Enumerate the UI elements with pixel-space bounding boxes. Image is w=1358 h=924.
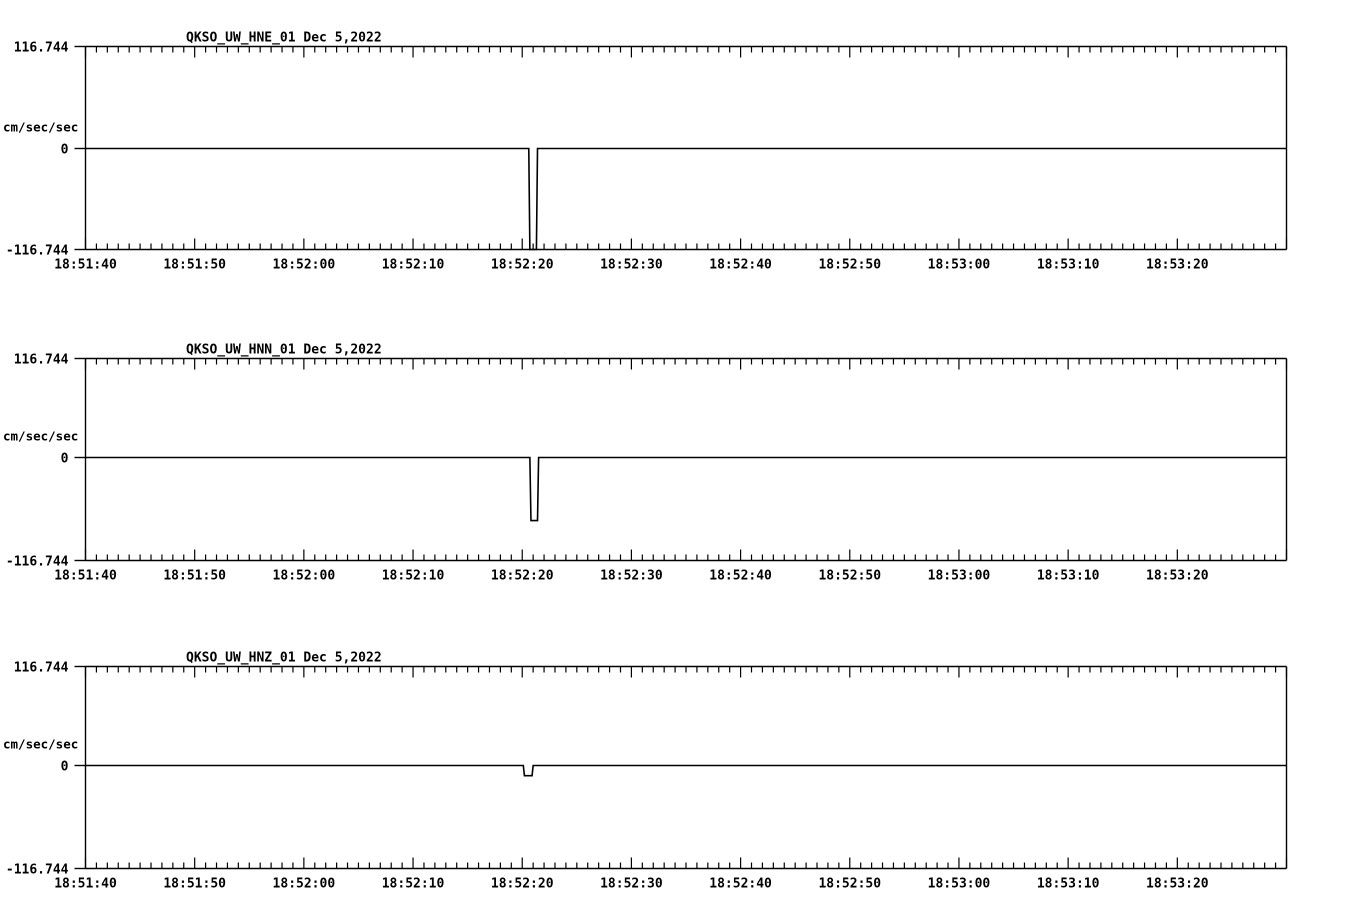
waveform-plot-hnn: QKSO_UW_HNN_01 Dec 5,2022 116.744 0 -116.74…: [3, 343, 1288, 584]
x-tick-label: 18:52:50: [818, 569, 881, 584]
waveform-plot-hne: QKSO_UW_HNE_01 Dec 5,2022 116.744 0 -116.74…: [3, 31, 1288, 273]
y-axis-ticks: [74, 45, 86, 251]
x-tick-label: 18:52:20: [491, 258, 554, 273]
plot-frame: [84, 665, 1288, 870]
y-tick-label-max: 116.744: [14, 41, 69, 56]
plot-frame: [84, 357, 1288, 562]
x-tick-label: 18:53:10: [1037, 877, 1100, 892]
x-tick-label: 18:53:20: [1146, 877, 1209, 892]
x-tick-label: 18:51:50: [163, 877, 226, 892]
y-tick-label-max: 116.744: [14, 661, 69, 676]
x-tick-label: 18:52:00: [273, 877, 336, 892]
x-tick-label: 18:52:30: [600, 877, 663, 892]
x-tick-label: 18:52:40: [709, 877, 772, 892]
waveform-trace: [85, 764, 1287, 777]
x-tick-label: 18:53:00: [928, 258, 991, 273]
y-axis-ticks: [74, 357, 86, 562]
x-tick-label: 18:53:00: [928, 569, 991, 584]
waveform-panel-hnn: QKSO_UW_HNN_01 Dec 5,2022 116.744 0 -116.74…: [0, 312, 1358, 612]
panel-title: QKSO_UW_HNE_01 Dec 5,2022: [186, 31, 382, 46]
x-axis-ticks: [84, 666, 1288, 869]
x-tick-label: 18:52:50: [818, 877, 881, 892]
x-tick-label: 18:52:00: [273, 258, 336, 273]
x-tick-label: 18:53:10: [1037, 569, 1100, 584]
x-tick-label: 18:51:40: [54, 877, 117, 892]
y-tick-label-min: -116.744: [6, 555, 69, 570]
x-tick-label: 18:53:20: [1146, 569, 1209, 584]
x-tick-label: 18:52:10: [382, 258, 445, 273]
y-axis-ticks: [74, 665, 86, 870]
x-tick-label: 18:51:50: [163, 258, 226, 273]
x-tick-label: 18:52:20: [491, 569, 554, 584]
y-axis-unit-label: cm/sec/sec: [3, 737, 78, 752]
waveform-plot-hnz: QKSO_UW_HNZ_01 Dec 5,2022 116.744 0 -116.74…: [3, 651, 1288, 892]
x-tick-label: 18:52:10: [382, 569, 445, 584]
y-tick-label-max: 116.744: [14, 353, 69, 368]
waveform-panel-hnz: QKSO_UW_HNZ_01 Dec 5,2022 116.744 0 -116.74…: [0, 620, 1358, 924]
y-tick-label-min: -116.744: [6, 863, 69, 878]
y-tick-label-zero: 0: [61, 143, 69, 158]
x-tick-label: 18:51:50: [163, 569, 226, 584]
waveform-trace: [85, 147, 1287, 251]
y-tick-label-min: -116.744: [6, 244, 69, 259]
x-tick-label: 18:51:40: [54, 258, 117, 273]
y-axis-unit-label: cm/sec/sec: [3, 120, 78, 135]
y-tick-label-zero: 0: [61, 452, 69, 467]
waveform-trace: [85, 456, 1287, 522]
x-tick-label: 18:52:40: [709, 258, 772, 273]
x-tick-label: 18:52:40: [709, 569, 772, 584]
x-axis-ticks: [84, 358, 1288, 561]
y-tick-label-zero: 0: [61, 760, 69, 775]
x-tick-label: 18:51:40: [54, 569, 117, 584]
y-axis-unit-label: cm/sec/sec: [3, 429, 78, 444]
x-tick-label: 18:52:20: [491, 877, 554, 892]
x-tick-label: 18:52:10: [382, 877, 445, 892]
x-tick-label: 18:52:00: [273, 569, 336, 584]
waveform-panel-hne: QKSO_UW_HNE_01 Dec 5,2022 116.744 0 -116.74…: [0, 0, 1358, 300]
panel-title: QKSO_UW_HNZ_01 Dec 5,2022: [186, 651, 382, 666]
x-tick-label: 18:53:00: [928, 877, 991, 892]
x-tick-label: 18:52:30: [600, 258, 663, 273]
panel-title: QKSO_UW_HNN_01 Dec 5,2022: [186, 343, 382, 358]
x-tick-label: 18:53:20: [1146, 258, 1209, 273]
x-tick-label: 18:52:30: [600, 569, 663, 584]
x-tick-label: 18:52:50: [818, 258, 881, 273]
x-axis-ticks: [84, 46, 1288, 250]
x-tick-label: 18:53:10: [1037, 258, 1100, 273]
